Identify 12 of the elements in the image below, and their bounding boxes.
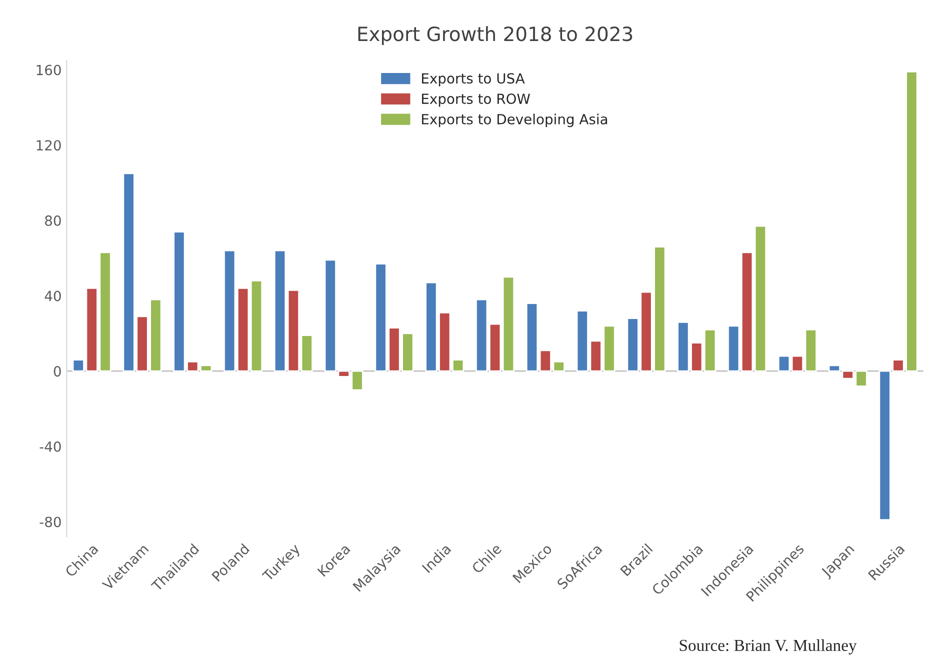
y-tick-label: 120: [36, 140, 61, 151]
legend-label: Exports to Developing Asia: [422, 114, 608, 128]
y-tick-label: 160: [36, 64, 61, 76]
legend-label: Exports to USA: [422, 73, 525, 86]
source-note: Source: Brian V. Mullaney: [680, 639, 857, 654]
legend-label: Exports to ROW: [422, 94, 530, 107]
y-tick-label: 0: [54, 366, 61, 377]
y-tick-label: 80: [45, 215, 61, 226]
y-tick-label: 40: [44, 290, 61, 302]
y-tick-label: -80: [40, 516, 61, 528]
y-tick-label: -40: [40, 441, 61, 452]
chart-title: Export Growth 2018 to 2023: [358, 26, 632, 45]
